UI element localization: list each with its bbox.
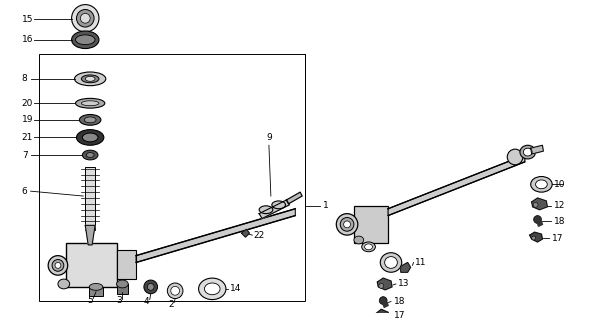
Text: 1: 1 bbox=[323, 201, 328, 210]
Text: 20: 20 bbox=[22, 99, 33, 108]
Polygon shape bbox=[242, 229, 249, 237]
Polygon shape bbox=[388, 155, 525, 216]
Circle shape bbox=[534, 216, 541, 223]
Text: 15: 15 bbox=[22, 15, 33, 24]
Bar bbox=[66, 243, 116, 287]
Ellipse shape bbox=[71, 31, 99, 49]
Polygon shape bbox=[383, 302, 388, 308]
Text: 9: 9 bbox=[266, 133, 272, 142]
Bar bbox=[39, 54, 305, 300]
Text: 17: 17 bbox=[394, 311, 405, 320]
Text: 19: 19 bbox=[22, 116, 33, 124]
Circle shape bbox=[533, 203, 538, 207]
Ellipse shape bbox=[354, 236, 363, 244]
Polygon shape bbox=[538, 221, 542, 226]
Circle shape bbox=[532, 236, 536, 240]
Ellipse shape bbox=[86, 153, 94, 157]
Ellipse shape bbox=[74, 72, 106, 86]
Text: 2: 2 bbox=[169, 300, 174, 309]
Polygon shape bbox=[287, 192, 302, 204]
Ellipse shape bbox=[55, 262, 61, 268]
Bar bbox=[89, 287, 103, 296]
Ellipse shape bbox=[148, 284, 154, 290]
Polygon shape bbox=[532, 198, 547, 210]
Ellipse shape bbox=[259, 206, 273, 214]
Ellipse shape bbox=[84, 117, 96, 123]
Polygon shape bbox=[136, 209, 295, 262]
Ellipse shape bbox=[89, 284, 103, 290]
Ellipse shape bbox=[204, 283, 220, 295]
Ellipse shape bbox=[79, 115, 101, 125]
Text: 4: 4 bbox=[144, 297, 149, 306]
Ellipse shape bbox=[116, 280, 129, 288]
Text: 13: 13 bbox=[398, 279, 410, 288]
Text: 22: 22 bbox=[253, 231, 264, 240]
Text: 5: 5 bbox=[87, 296, 93, 305]
Polygon shape bbox=[531, 145, 544, 154]
Ellipse shape bbox=[58, 279, 69, 289]
Text: 18: 18 bbox=[554, 217, 566, 226]
Ellipse shape bbox=[520, 145, 536, 159]
Text: 17: 17 bbox=[552, 234, 564, 243]
Ellipse shape bbox=[76, 130, 104, 145]
Bar bbox=[85, 167, 95, 230]
Circle shape bbox=[379, 297, 387, 304]
Ellipse shape bbox=[167, 283, 183, 299]
Text: 18: 18 bbox=[394, 297, 405, 306]
Ellipse shape bbox=[144, 280, 157, 294]
Ellipse shape bbox=[362, 242, 375, 252]
Text: 14: 14 bbox=[230, 284, 241, 293]
Circle shape bbox=[81, 13, 90, 23]
Ellipse shape bbox=[365, 244, 373, 250]
Ellipse shape bbox=[336, 214, 358, 235]
Text: 8: 8 bbox=[22, 74, 28, 83]
Ellipse shape bbox=[76, 98, 105, 108]
Text: 7: 7 bbox=[22, 150, 28, 160]
Ellipse shape bbox=[380, 253, 402, 272]
Ellipse shape bbox=[82, 150, 98, 160]
Circle shape bbox=[71, 4, 99, 32]
Ellipse shape bbox=[199, 278, 226, 300]
Ellipse shape bbox=[272, 201, 285, 209]
Ellipse shape bbox=[531, 177, 552, 192]
Ellipse shape bbox=[52, 260, 64, 271]
Ellipse shape bbox=[85, 76, 95, 81]
Polygon shape bbox=[401, 262, 411, 272]
Text: 6: 6 bbox=[22, 187, 28, 196]
Ellipse shape bbox=[344, 221, 351, 228]
Circle shape bbox=[378, 315, 383, 319]
Ellipse shape bbox=[81, 75, 99, 83]
Ellipse shape bbox=[171, 286, 180, 295]
Ellipse shape bbox=[48, 256, 68, 275]
Text: 10: 10 bbox=[554, 180, 566, 189]
Circle shape bbox=[379, 284, 384, 288]
Ellipse shape bbox=[523, 148, 532, 156]
Circle shape bbox=[76, 10, 94, 27]
Polygon shape bbox=[259, 200, 290, 219]
Text: 16: 16 bbox=[22, 35, 33, 44]
Ellipse shape bbox=[81, 101, 99, 106]
Bar bbox=[116, 284, 129, 294]
Polygon shape bbox=[530, 232, 542, 242]
Ellipse shape bbox=[340, 218, 354, 231]
Text: 12: 12 bbox=[554, 201, 566, 210]
Polygon shape bbox=[85, 225, 95, 245]
Ellipse shape bbox=[82, 133, 98, 142]
Bar bbox=[116, 250, 136, 279]
Text: 21: 21 bbox=[22, 133, 33, 142]
Text: 11: 11 bbox=[416, 258, 427, 267]
Bar bbox=[354, 206, 388, 243]
Ellipse shape bbox=[536, 180, 547, 189]
Ellipse shape bbox=[507, 149, 523, 165]
Ellipse shape bbox=[76, 35, 95, 45]
Polygon shape bbox=[378, 278, 392, 290]
Polygon shape bbox=[376, 309, 389, 320]
Text: 3: 3 bbox=[116, 296, 122, 305]
Ellipse shape bbox=[384, 257, 397, 268]
